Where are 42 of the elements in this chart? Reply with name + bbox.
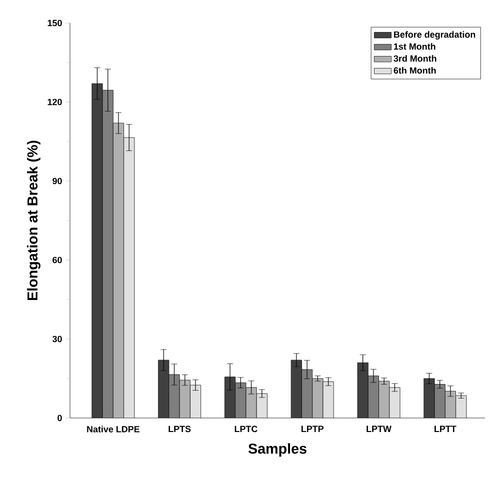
y-tick-label: 90: [52, 178, 62, 184]
x-tick-label: LPTW: [366, 426, 392, 432]
y-tick-label: 0: [58, 414, 62, 422]
bar: [378, 381, 390, 418]
bar: [456, 395, 467, 418]
y-tick-label: 120: [48, 98, 62, 106]
x-tick-label: LPTP: [302, 426, 324, 432]
bar: [322, 382, 334, 418]
legend-label: Before degradation: [394, 31, 476, 40]
bar: [424, 378, 435, 418]
x-tick-label: LPTS: [168, 426, 191, 432]
bar: [124, 138, 134, 418]
bar: [368, 376, 379, 418]
legend-label: 3rd Month: [394, 55, 436, 62]
bar: [256, 394, 268, 418]
y-axis-title: Elongation at Break (%): [26, 140, 40, 300]
bar: [434, 384, 446, 418]
bar: [389, 387, 400, 418]
x-axis-title: Samples: [248, 443, 306, 457]
x-tick-label: LPTT: [434, 426, 456, 432]
y-tick-label: 30: [52, 336, 62, 342]
bar: [190, 385, 201, 418]
bar: [312, 378, 323, 418]
legend-label: 6th Month: [394, 67, 436, 74]
bar: [168, 374, 180, 418]
bar: [302, 370, 312, 418]
y-tick-label: 150: [48, 20, 62, 26]
bar: [235, 382, 246, 418]
legend-label: 1st Month: [394, 43, 436, 50]
bar: [102, 90, 114, 418]
x-tick-label: Native LDPE: [87, 426, 140, 432]
x-tick-label: LPTC: [234, 426, 258, 432]
bar: [246, 387, 257, 418]
bar: [158, 360, 169, 418]
bar: [224, 376, 236, 418]
bar: [444, 390, 456, 418]
bar: [291, 360, 302, 418]
bar: [113, 123, 124, 418]
bar: [92, 84, 103, 418]
bar: [358, 362, 368, 418]
y-tick-label: 60: [52, 256, 62, 264]
bar: [180, 380, 190, 418]
